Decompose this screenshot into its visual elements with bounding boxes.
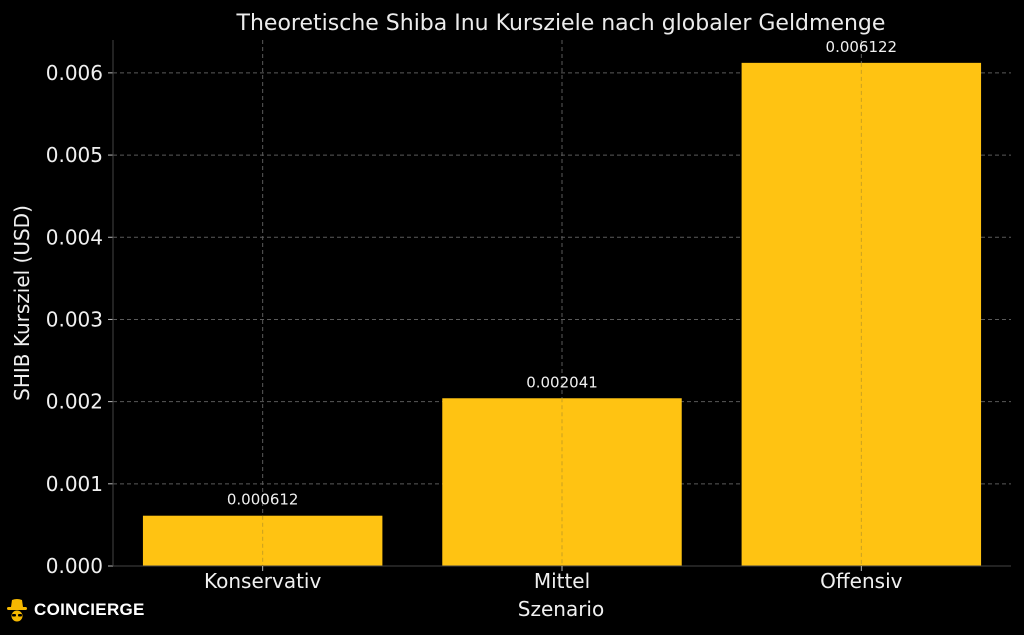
bar-value-label: 0.002041 [526, 373, 598, 391]
x-tick-label: Offensiv [820, 569, 902, 593]
bar-offensiv [741, 62, 982, 567]
x-axis-ticks: Konservativ Mittel Offensiv [113, 565, 1011, 593]
bars: 0.000612 0.002041 0.006122 [142, 38, 982, 567]
coincierge-logo: COINCIERGE [6, 596, 145, 624]
x-tick-label: Mittel [534, 569, 590, 593]
y-axis-label: SHIB Kursziel (USD) [10, 205, 34, 401]
logo-text: COINCIERGE [34, 600, 145, 619]
y-tick-label: 0.006 [46, 61, 103, 85]
bar-mittel [442, 398, 682, 566]
chart-title: Theoretische Shiba Inu Kursziele nach gl… [236, 11, 886, 36]
y-tick-label: 0.003 [46, 307, 103, 331]
y-tick-label: 0.001 [46, 472, 103, 496]
y-tick-label: 0.004 [46, 225, 103, 249]
y-tick-label: 0.002 [46, 390, 103, 414]
bar-value-label: 0.006122 [826, 38, 898, 56]
x-tick-label: Konservativ [204, 569, 321, 593]
bar-value-label: 0.000612 [227, 491, 299, 509]
x-axis-label: Szenario [518, 597, 604, 621]
y-axis-ticks: 0.000 0.001 0.002 0.003 0.004 0.005 0.006 [46, 40, 114, 578]
y-tick-label: 0.005 [46, 143, 103, 167]
detective-hat-icon [7, 599, 27, 622]
y-tick-label: 0.000 [46, 554, 103, 578]
